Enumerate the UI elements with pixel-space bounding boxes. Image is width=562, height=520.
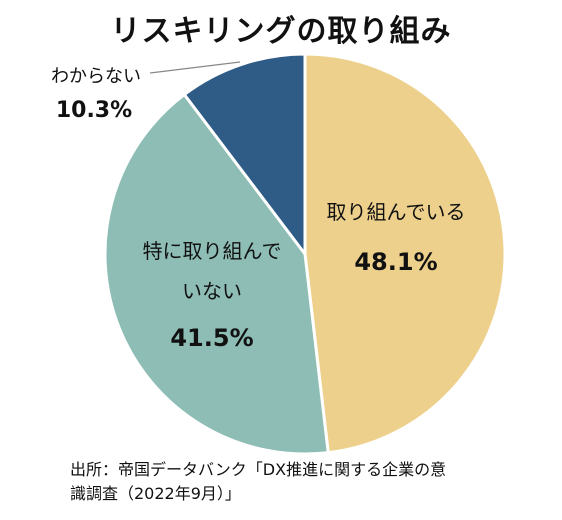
leader-line [149, 61, 241, 74]
source-line-1: 出所：帝国データバンク「DX推進に関する企業の意 [70, 460, 447, 479]
pie-slice-0 [303, 52, 507, 455]
pie-slice-1 [103, 93, 330, 456]
pie-slices [103, 52, 507, 456]
pie-slice-2 [182, 52, 307, 256]
slice-value-2: 10.3% [56, 98, 132, 123]
slice-label-1-line2: いない [182, 279, 242, 303]
slice-label-0: 取り組んでいる [327, 200, 466, 224]
source-line-2: 識調査（2022年9月）」 [70, 484, 241, 503]
source-note: 出所：帝国データバンク「DX推進に関する企業の意 識調査（2022年9月）」 [70, 458, 540, 506]
slice-label-2: わからない [51, 66, 141, 87]
chart-title: リスキリングの取り組み [110, 14, 452, 49]
slice-value-0: 48.1% [354, 248, 437, 276]
slice-label-1-line1: 特に取り組んで [143, 239, 282, 263]
slice-value-1: 41.5% [170, 324, 253, 352]
